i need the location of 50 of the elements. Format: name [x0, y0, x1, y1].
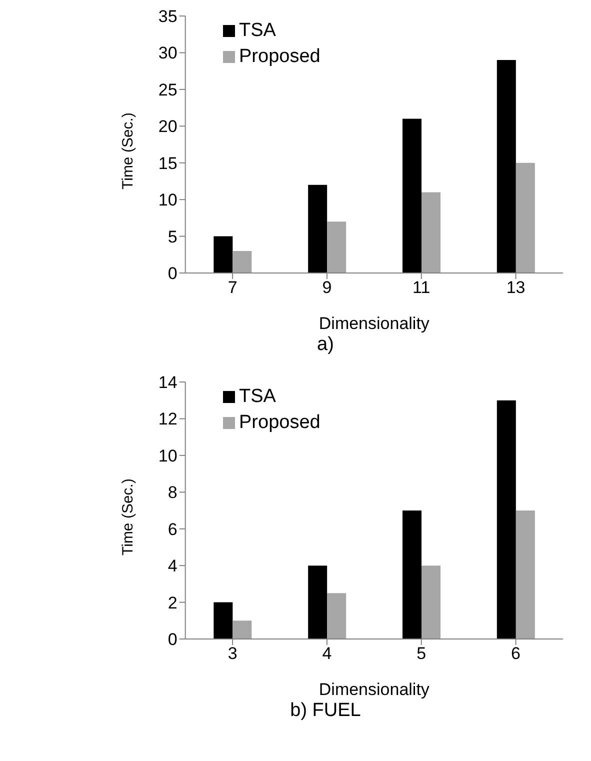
x-tick-label: 11: [412, 278, 430, 298]
bar: [516, 510, 535, 639]
y-tick-label: 20: [158, 117, 178, 136]
legend-label: TSA: [239, 386, 276, 407]
x-tick-label: 5: [416, 644, 426, 664]
y-tick-label: 12: [158, 410, 178, 429]
bar: [214, 236, 233, 273]
bar: [421, 192, 440, 273]
y-tick-label: 0: [168, 264, 178, 284]
text: b) FUEL: [289, 700, 362, 723]
y-tick-label: 25: [158, 80, 178, 100]
x-tick-label: 9: [322, 278, 332, 298]
x-axis-title: Dimensionality: [318, 680, 430, 699]
x-axis-title: Dimensionality: [318, 314, 430, 333]
bar: [421, 566, 440, 639]
y-axis-title: Time (Sec.): [120, 112, 137, 190]
y-tick-label: 35: [158, 7, 178, 26]
y-tick-label: 10: [158, 190, 178, 210]
legend-label: TSA: [239, 20, 276, 41]
x-tick-label: 7: [228, 278, 238, 298]
y-tick-label: 8: [168, 483, 178, 502]
y-tick-label: 6: [168, 520, 178, 539]
x-tick-label: 4: [322, 644, 332, 664]
legend-label: Proposed: [239, 412, 320, 433]
bar: [232, 620, 252, 639]
y-tick-label: 4: [168, 556, 178, 576]
x-tick-label: 13: [506, 278, 526, 298]
x-tick-label: 3: [228, 644, 238, 664]
y-tick-label: 10: [158, 446, 178, 466]
bar: [327, 593, 346, 639]
y-tick-label: 2: [168, 593, 178, 612]
bar: [402, 118, 422, 273]
bar: [214, 602, 233, 639]
x-tick-label: 6: [511, 644, 521, 664]
y-tick-label: 5: [168, 227, 178, 246]
bar: [327, 222, 346, 273]
y-tick-label: 0: [168, 630, 178, 650]
y-tick-label: 30: [158, 44, 178, 63]
bar: [308, 566, 328, 639]
bar: [402, 510, 422, 639]
y-tick-label: 14: [158, 373, 178, 392]
bar: [516, 162, 535, 273]
bar: [496, 400, 516, 639]
y-axis-title: Time (Sec.): [120, 478, 137, 556]
bar: [496, 60, 516, 273]
bar: [308, 184, 328, 273]
bar: [232, 250, 252, 273]
text: a): [316, 334, 335, 357]
legend-label: Proposed: [239, 46, 320, 67]
y-tick-label: 15: [158, 154, 178, 173]
